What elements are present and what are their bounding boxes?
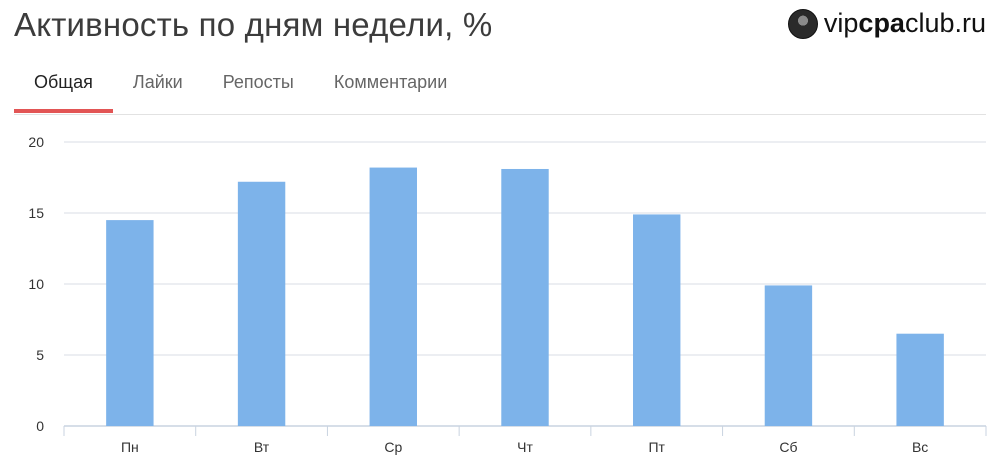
bar-5 [633,214,681,426]
bar-2 [237,181,286,426]
avatar [787,8,818,39]
x-tick-label: Пт [648,439,665,455]
brand-text: vipcpaclub.ru [823,8,986,38]
y-tick-label: 20 [28,134,44,150]
y-tick-label: 0 [36,418,44,434]
bar-chart-svg: 0 5 10 15 20 Пн Вт Ср Чт Пт Сб Вс [28,134,987,455]
y-tick-label: 5 [36,347,44,363]
x-tick-label: Пн [121,439,139,455]
brand-logo[interactable]: vipcpaclub.ru [787,8,986,39]
x-tick-label: Сб [779,439,797,455]
tab-general[interactable]: Общая [14,62,113,113]
x-tick-label: Ср [384,439,402,455]
x-tick-label: Чт [517,439,533,455]
tab-bar: Общая Лайки Репосты Комментарии [14,62,986,115]
x-tick-label: Вс [912,439,928,455]
x-tick-label: Вт [254,439,270,455]
bar-1 [106,220,154,426]
bar-3 [369,167,417,426]
tab-reposts[interactable]: Репосты [222,72,294,92]
bar-7 [896,333,944,426]
bar-6 [764,285,813,426]
bar-4 [501,168,549,427]
activity-chart: 0 5 10 15 20 Пн Вт Ср Чт Пт Сб Вс [0,120,1000,464]
tab-likes[interactable]: Лайки [132,72,183,92]
y-tick-label: 15 [28,205,44,221]
y-tick-label: 10 [28,276,44,292]
page-title: Активность по дням недели, % [14,6,493,43]
tab-comments[interactable]: Комментарии [333,72,448,92]
